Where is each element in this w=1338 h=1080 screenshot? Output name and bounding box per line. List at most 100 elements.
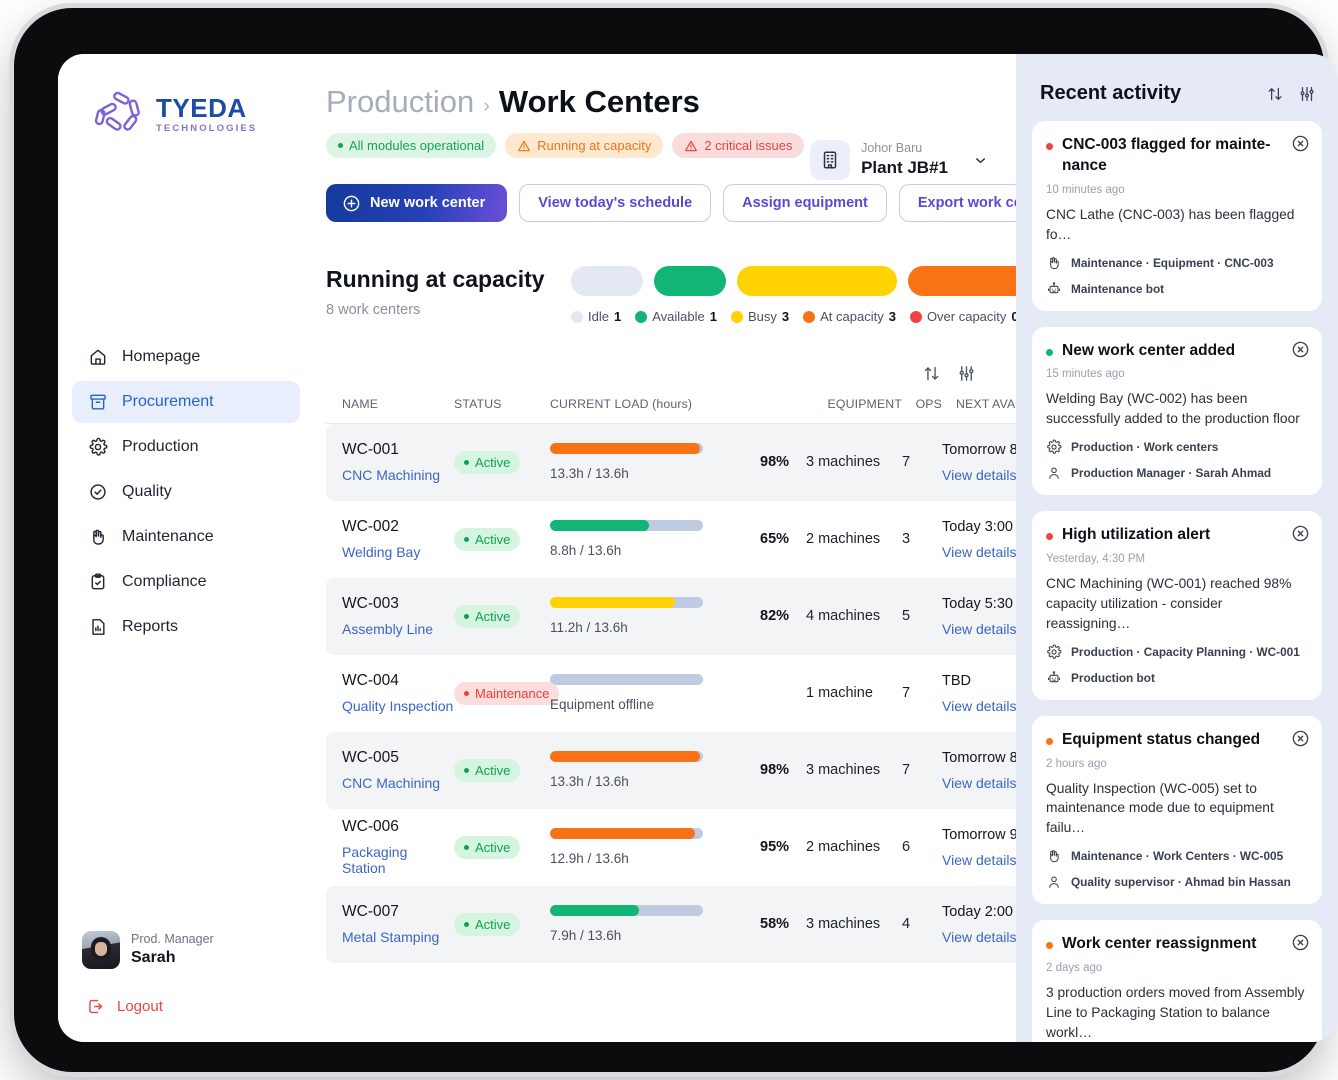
sort-icon[interactable] <box>922 364 941 383</box>
work-center-description[interactable]: CNC Machining <box>342 775 441 791</box>
user-icon <box>1049 876 1059 889</box>
user-profile[interactable]: Prod. Manager Sarah <box>82 931 294 969</box>
view-details-link[interactable]: View details -→ <box>942 774 1016 791</box>
capacity-summary: Running at capacity 8 work centers Idle 1… <box>326 266 1016 324</box>
filter-sliders-icon[interactable] <box>1298 85 1316 103</box>
work-center-description[interactable]: Metal Stamping <box>342 929 440 945</box>
table-row[interactable]: WC-006 Packaging Station Active 12.9h / 13.… <box>326 809 1016 886</box>
filter-sliders-icon[interactable] <box>957 364 976 383</box>
equipment-count: 3 machines <box>806 916 881 932</box>
cell-status: Active <box>454 809 550 886</box>
cell-next-availability: Today 5:30 PM View details -→ <box>942 577 1016 655</box>
view-details-link[interactable]: View details -→ <box>942 466 1016 483</box>
close-icon[interactable] <box>1291 340 1310 359</box>
sidebar-item-procurement[interactable]: Procurement <box>72 381 300 423</box>
work-center-description[interactable]: Assembly Line <box>342 621 434 637</box>
view-details-link[interactable]: View details -→ <box>942 620 1016 637</box>
legend-label: At capacity <box>820 309 884 324</box>
capacity-subtitle: 8 work centers <box>326 302 421 318</box>
load-hours: 12.9h / 13.6h <box>550 851 629 866</box>
view-schedule-button[interactable]: View today's schedule <box>519 184 712 222</box>
status-label: Active <box>475 839 511 855</box>
legend-count: 1 <box>613 309 622 324</box>
view-details-link[interactable]: View details -→ <box>942 928 1016 945</box>
cell-percent <box>760 655 806 732</box>
capacity-bar-at-capacity <box>908 266 1016 296</box>
legend-swatch-icon <box>730 310 743 323</box>
close-icon[interactable] <box>1291 729 1310 748</box>
export-data-button[interactable]: Export work centers data <box>898 184 1016 222</box>
table-row[interactable]: WC-001 CNC Machining Active 13.3h / 13.6h 98… <box>326 423 1016 501</box>
brand-logo[interactable]: TYEDA TECHNOLOGIES <box>72 54 300 140</box>
chevron-down-icon[interactable] <box>973 153 988 168</box>
logout-button[interactable]: Logout <box>82 997 294 1016</box>
load-percent: 58% <box>760 916 790 932</box>
sidebar-item-label: Production <box>122 438 199 455</box>
cell-name: WC-006 Packaging Station <box>326 809 454 886</box>
sidebar-item-compliance[interactable]: Compliance <box>72 561 300 603</box>
work-center-description[interactable]: Packaging Station <box>342 844 408 876</box>
activity-meta-secondary-label: Maintenance bot <box>1071 281 1165 296</box>
sidebar-item-reports[interactable]: Reports <box>72 606 300 648</box>
activity-card[interactable]: High utilization alert Yesterday, 4:30 PM… <box>1032 511 1322 700</box>
cell-next-availability: TBD View details -→ <box>942 655 1016 732</box>
load-progress-fill <box>550 828 695 839</box>
sidebar-item-quality[interactable]: Quality <box>72 471 300 513</box>
work-center-description[interactable]: Welding Bay <box>342 544 421 560</box>
legend-swatch-icon <box>571 310 583 323</box>
activity-meta-secondary-label: Production bot <box>1071 670 1155 685</box>
status-label: Active <box>475 454 511 470</box>
status-label: Active <box>475 916 511 932</box>
table-row[interactable]: WC-004 Quality Inspection Maintenance Equip… <box>326 655 1016 732</box>
activity-meta-primary: Maintenance · Equipment · CNC-003 <box>1046 255 1308 271</box>
work-center-description[interactable]: CNC Machining <box>342 467 441 484</box>
activity-card[interactable]: CNC-003 flagged for mainte- nance 10 minu… <box>1032 121 1322 311</box>
new-work-center-button[interactable]: New work center <box>326 184 508 222</box>
activity-timestamp: 2 hours ago <box>1046 757 1107 770</box>
sidebar-item-homepage[interactable]: Homepage <box>72 336 300 378</box>
sidebar-item-maintenance[interactable]: Maintenance <box>72 516 300 558</box>
column-header-name: NAME <box>342 397 379 411</box>
table-row[interactable]: WC-007 Metal Stamping Active 7.9h / 13.6h 58… <box>326 885 1016 963</box>
cell-percent: 98% <box>760 423 806 501</box>
table-row[interactable]: WC-002 Welding Bay Active 8.8h / 13.6h 65% 2 … <box>326 501 1016 578</box>
breadcrumb-parent[interactable]: Production <box>326 84 475 119</box>
table-header: NAME STATUS CURRENT LOAD (hours) EQUIPME… <box>326 397 1016 424</box>
assign-equipment-button[interactable]: Assign equipment <box>723 184 887 222</box>
view-details-link[interactable]: View details -→ <box>942 697 1016 714</box>
cell-ops: 7 <box>902 423 942 501</box>
equipment-count: 1 machine <box>806 685 873 701</box>
legend-count: 3 <box>888 309 896 324</box>
breadcrumb: Production › Work Centers <box>326 84 992 120</box>
activity-card[interactable]: Work center reassignment 2 days ago 3 prod… <box>1032 920 1322 1042</box>
activity-card[interactable]: Equipment status changed 2 hours ago Quali… <box>1032 715 1322 905</box>
breadcrumb-separator: › <box>483 95 490 117</box>
cell-load: Equipment offline <box>550 655 760 732</box>
recent-activity-panel: Recent activity CNC-003 flagged for main… <box>1016 54 1338 1042</box>
hand-icon <box>1050 256 1059 269</box>
view-details-link[interactable]: View details -→ <box>942 543 1016 560</box>
work-center-description[interactable]: Quality Inspection <box>342 698 454 714</box>
activity-card-list: CNC-003 flagged for mainte- nance 10 minu… <box>1032 121 1322 1042</box>
capacity-bar-idle <box>571 266 643 296</box>
sort-icon[interactable] <box>1266 85 1284 103</box>
activity-card[interactable]: New work center added 15 minutes ago Weldi… <box>1032 326 1322 496</box>
close-icon[interactable] <box>1291 933 1310 952</box>
plant-city: Johor Baru <box>861 141 923 156</box>
load-percent: 65% <box>760 531 790 547</box>
ops-count: 6 <box>902 839 911 855</box>
sidebar-item-production[interactable]: Production <box>72 426 300 468</box>
home-icon <box>90 349 106 365</box>
plant-selector[interactable]: Johor Baru Plant JB#1 <box>810 140 988 180</box>
table-row[interactable]: WC-005 CNC Machining Active 13.3h / 13.6h 98… <box>326 731 1016 809</box>
robot-icon <box>1048 281 1060 293</box>
load-hours: 8.8h / 13.6h <box>550 543 622 558</box>
close-icon[interactable] <box>1291 524 1310 543</box>
activity-meta-secondary: Production Manager · Sarah Ahmad <box>1046 465 1308 481</box>
next-availability: Tomorrow 9:30 AM <box>942 826 1016 843</box>
next-availability: Tomorrow 8:00 AM <box>942 441 1016 458</box>
close-icon[interactable] <box>1291 134 1310 153</box>
view-details-link[interactable]: View details -→ <box>942 851 1016 868</box>
dot-icon <box>464 767 469 773</box>
table-row[interactable]: WC-003 Assembly Line Active 11.2h / 13.6h 82… <box>326 577 1016 655</box>
